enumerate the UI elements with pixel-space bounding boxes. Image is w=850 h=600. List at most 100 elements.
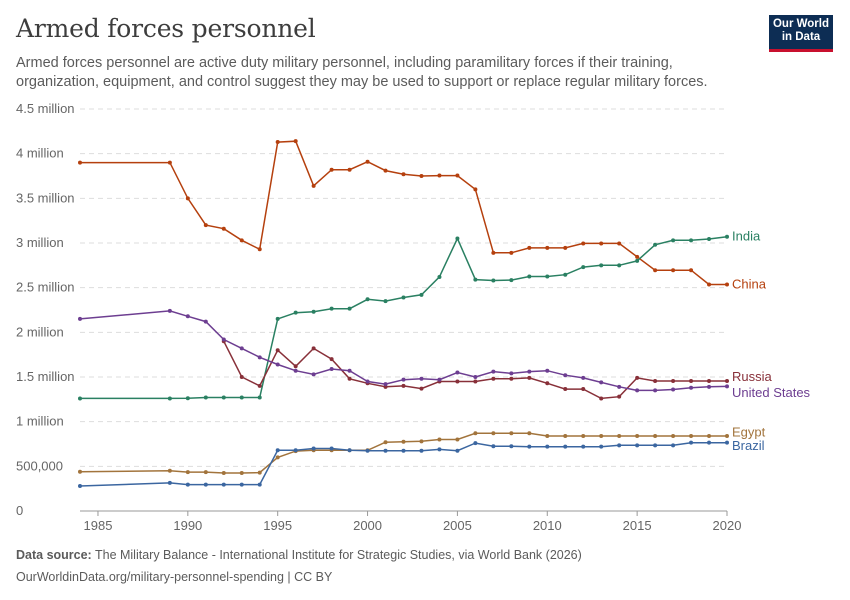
data-point-brazil: [257, 482, 262, 487]
data-point-united-states: [437, 377, 442, 382]
data-point-united-states: [689, 385, 694, 390]
data-point-india: [221, 395, 226, 400]
logo-line-2: in Data: [781, 31, 821, 43]
data-point-united-states: [725, 384, 729, 389]
data-point-russia: [347, 376, 352, 381]
data-point-brazil: [581, 444, 586, 449]
data-point-egypt: [653, 433, 658, 438]
data-point-brazil: [293, 448, 298, 453]
data-point-egypt: [275, 455, 280, 460]
data-point-india: [275, 316, 280, 321]
data-point-russia: [653, 379, 658, 384]
data-point-india: [365, 297, 370, 302]
y-tick-label: 4.5 million: [16, 101, 75, 116]
data-point-egypt: [689, 433, 694, 438]
data-point-india: [635, 258, 640, 263]
data-point-china: [689, 268, 694, 273]
data-point-russia: [329, 357, 334, 362]
data-point-united-states: [311, 372, 316, 377]
data-point-united-states: [671, 387, 676, 392]
y-tick-label: 2.5 million: [16, 280, 75, 295]
data-source-label: Data source:: [16, 548, 92, 562]
series-label-china[interactable]: China: [732, 277, 767, 292]
data-point-china: [257, 247, 262, 252]
data-point-india: [203, 395, 208, 400]
data-point-russia: [257, 383, 262, 388]
data-point-russia: [707, 379, 712, 384]
data-point-india: [617, 263, 622, 268]
data-point-united-states: [329, 366, 334, 371]
data-point-brazil: [725, 440, 729, 445]
data-point-brazil: [671, 443, 676, 448]
x-axis: 1985 1990 1995 2000 2005 2010 2015 2020: [80, 510, 742, 533]
data-point-russia: [491, 376, 496, 381]
series-label-united-states[interactable]: United States: [732, 385, 811, 400]
data-point-china: [527, 245, 532, 250]
data-point-india: [545, 274, 550, 279]
data-point-brazil: [689, 440, 694, 445]
data-point-united-states: [455, 370, 460, 375]
data-point-china: [347, 167, 352, 172]
x-tick-label: 2020: [713, 518, 742, 533]
grid-lines: [80, 108, 727, 467]
series-label-brazil[interactable]: Brazil: [732, 438, 765, 453]
x-tick-label: 2015: [623, 518, 652, 533]
source-url[interactable]: OurWorldinData.org/military-personnel-sp…: [16, 570, 333, 584]
data-point-china: [509, 250, 514, 255]
data-point-brazil: [78, 483, 82, 488]
owid-logo[interactable]: Our World in Data: [769, 15, 833, 52]
data-point-india: [509, 278, 514, 283]
series-label-egypt[interactable]: Egypt: [732, 424, 766, 439]
data-point-china: [78, 160, 82, 165]
data-point-united-states: [581, 375, 586, 380]
data-point-egypt: [203, 470, 208, 475]
series-label-india[interactable]: India: [732, 229, 761, 244]
data-point-china: [365, 159, 370, 164]
data-point-brazil: [635, 443, 640, 448]
data-point-china: [725, 282, 729, 287]
data-point-india: [347, 306, 352, 311]
data-point-united-states: [599, 380, 604, 385]
data-point-egypt: [563, 433, 568, 438]
data-point-egypt: [581, 433, 586, 438]
x-tick-label: 2010: [533, 518, 562, 533]
y-tick-label: 0: [16, 503, 23, 518]
data-point-china: [653, 268, 658, 273]
line-chart: 0 500,000 1 million 1.5 million 2 million 2.5…: [16, 101, 811, 533]
chart-title: Armed forces personnel: [16, 14, 316, 43]
data-point-china: [617, 241, 622, 246]
data-point-india: [185, 396, 190, 401]
series-label-russia[interactable]: Russia: [732, 369, 773, 384]
series-line-egypt: [79, 432, 727, 474]
data-point-india: [239, 395, 244, 400]
data-point-egypt: [617, 433, 622, 438]
data-point-brazil: [437, 447, 442, 452]
data-point-brazil: [383, 448, 388, 453]
data-point-united-states: [203, 319, 208, 324]
x-tick-label: 2000: [353, 518, 382, 533]
data-point-china: [275, 140, 280, 145]
data-point-egypt: [401, 439, 406, 444]
data-point-egypt: [671, 433, 676, 438]
data-point-india: [455, 236, 460, 241]
data-point-russia: [563, 387, 568, 392]
data-point-brazil: [365, 448, 370, 453]
data-point-brazil: [473, 441, 478, 446]
data-point-china: [329, 167, 334, 172]
data-point-russia: [689, 379, 694, 384]
data-point-brazil: [707, 440, 712, 445]
data-point-china: [563, 245, 568, 250]
data-point-india: [563, 272, 568, 277]
data-point-china: [239, 238, 244, 243]
data-point-united-states: [563, 373, 568, 378]
data-point-brazil: [203, 482, 208, 487]
data-point-china: [383, 168, 388, 173]
data-point-united-states: [491, 369, 496, 374]
data-point-india: [401, 295, 406, 300]
data-point-brazil: [527, 444, 532, 449]
data-point-brazil: [653, 443, 658, 448]
data-point-india: [527, 274, 532, 279]
data-point-india: [725, 234, 729, 239]
data-point-egypt: [221, 471, 226, 476]
